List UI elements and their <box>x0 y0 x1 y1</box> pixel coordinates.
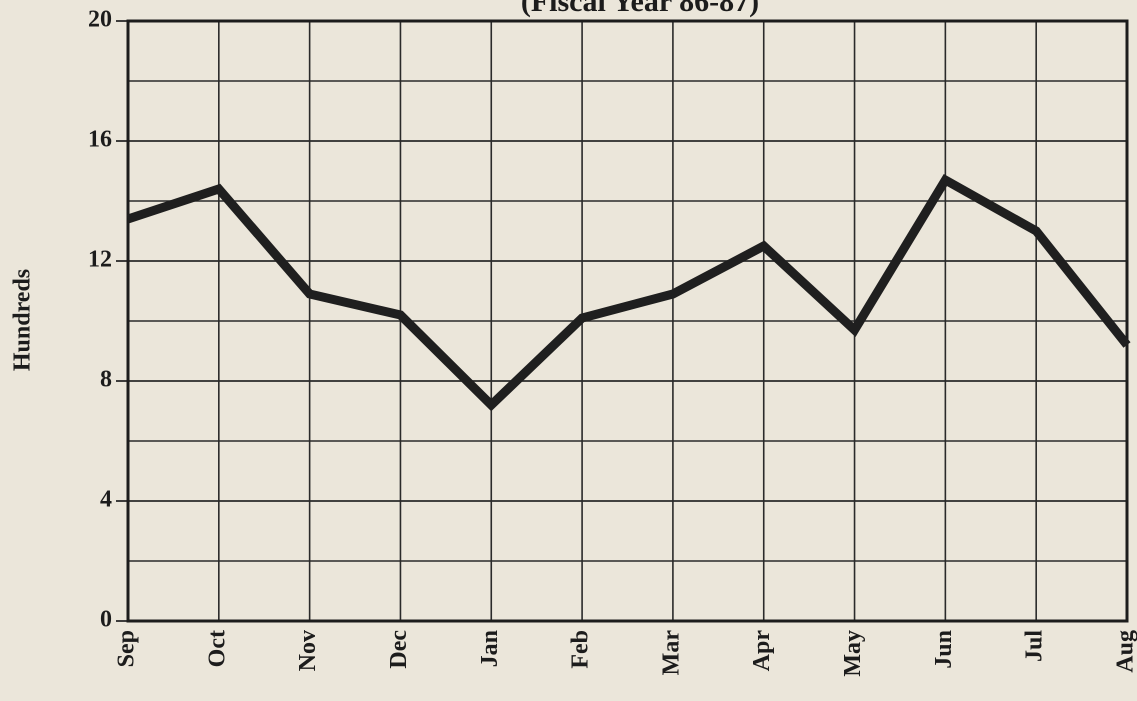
y-axis-label: Hundreds <box>10 269 36 371</box>
x-tick-label: Aug <box>1113 630 1137 673</box>
y-tick-label: 4 <box>100 487 112 513</box>
x-tick-label: Oct <box>204 630 230 667</box>
plot-frame <box>126 19 1129 623</box>
y-tick-label: 12 <box>88 247 112 273</box>
x-tick-label: Sep <box>114 630 140 667</box>
x-tick-label: Apr <box>749 630 775 672</box>
x-tick-label: May <box>840 630 866 677</box>
x-tick-label: Mar <box>658 630 684 676</box>
x-tick-label: Nov <box>295 630 321 671</box>
y-tick-label: 8 <box>100 367 112 393</box>
data-line <box>126 173 1131 412</box>
x-tick-label: Jun <box>931 630 957 669</box>
x-tick-label: Jan <box>477 630 503 667</box>
x-tick-label: Jul <box>1022 630 1048 662</box>
x-tick-label: Feb <box>568 630 594 669</box>
y-tick-label: 16 <box>88 127 112 153</box>
x-tick-label: Dec <box>386 630 412 669</box>
chart-title: (Fiscal Year 86-87) <box>521 0 759 18</box>
y-tick-label: 0 <box>100 607 112 633</box>
y-tick-label: 20 <box>88 7 112 33</box>
